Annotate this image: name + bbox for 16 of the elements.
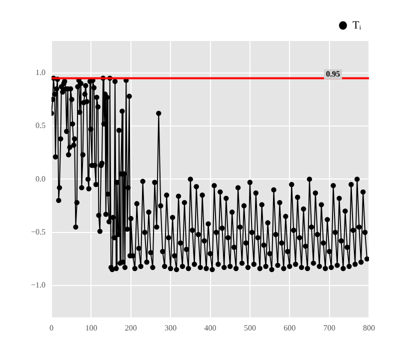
x-tick-label: 400 — [204, 323, 216, 332]
y-tick-label: 0.5 — [36, 121, 46, 130]
x-tick-label: 500 — [244, 323, 256, 332]
y-tick-label: 1.0 — [36, 68, 46, 77]
x-tick-label: 0 — [50, 323, 54, 332]
x-tick-label: 600 — [284, 323, 296, 332]
y-tick-label: 0.0 — [36, 174, 46, 184]
y-tick-label: −1.0 — [30, 280, 46, 290]
y-tick-label: −0.5 — [30, 227, 46, 236]
x-tick-label: 100 — [85, 323, 98, 332]
ref-line-label: 0.95 — [326, 69, 340, 78]
x-tick-label: 700 — [323, 323, 336, 332]
x-tick-label: 800 — [363, 323, 375, 332]
x-tick-label: 200 — [124, 323, 137, 332]
x-tick-label: 300 — [164, 323, 177, 332]
legend-label: Tᵢ — [352, 19, 362, 32]
